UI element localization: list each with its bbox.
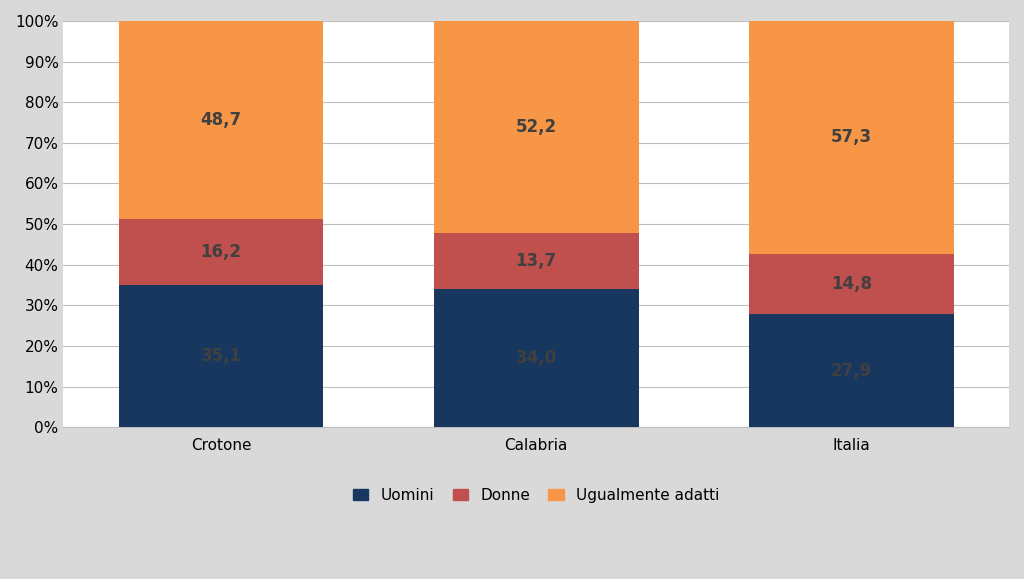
Bar	[434, 21, 639, 233]
Bar	[749, 21, 953, 254]
Bar	[749, 254, 953, 314]
Text: 13,7: 13,7	[516, 252, 557, 270]
Text: 35,1: 35,1	[201, 347, 242, 365]
Bar	[119, 285, 324, 427]
Bar	[434, 233, 639, 289]
Text: 14,8: 14,8	[830, 275, 871, 293]
Legend: Uomini, Donne, Ugualmente adatti: Uomini, Donne, Ugualmente adatti	[347, 482, 725, 509]
Bar	[749, 314, 953, 427]
Text: 27,9: 27,9	[830, 361, 872, 380]
Text: 48,7: 48,7	[201, 111, 242, 129]
Bar	[119, 219, 324, 285]
Bar	[119, 21, 324, 219]
Bar	[434, 289, 639, 427]
Text: 34,0: 34,0	[516, 349, 557, 367]
Text: 16,2: 16,2	[201, 243, 242, 261]
Text: 52,2: 52,2	[516, 119, 557, 137]
Text: 57,3: 57,3	[830, 129, 872, 146]
